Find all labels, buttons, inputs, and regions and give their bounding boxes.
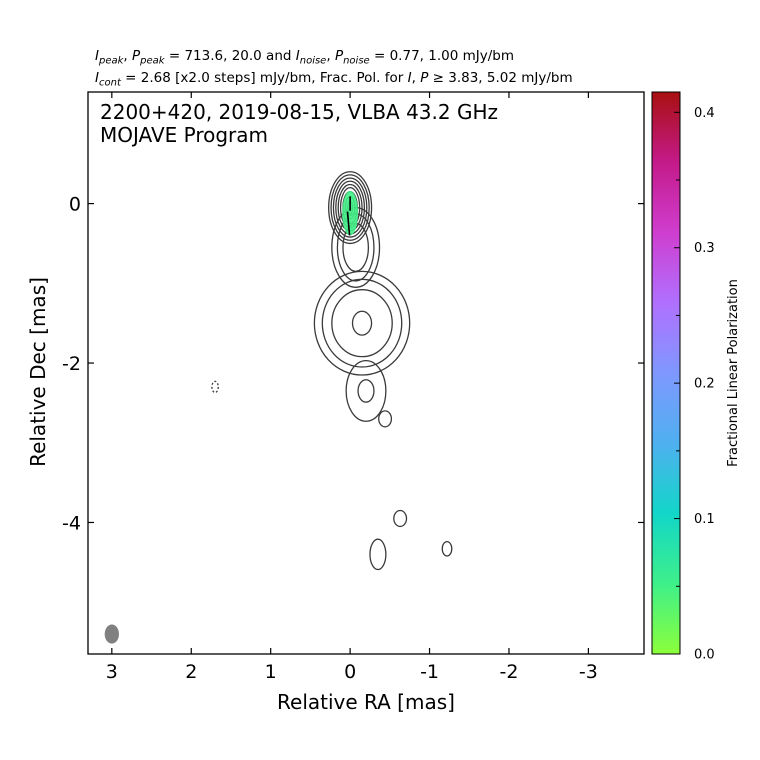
isolated-contour-3 xyxy=(369,538,387,571)
contour-component-c2-1 xyxy=(345,359,387,422)
isolated-contour-1 xyxy=(378,410,393,428)
p-noise-subscript: noise xyxy=(343,55,370,67)
i-noise-symbol: I xyxy=(295,48,300,64)
colorbar-tick-label: 0.3 xyxy=(694,241,715,256)
contour-component-c1-3 xyxy=(331,289,393,358)
peak-values: = 713.6, 20.0 and xyxy=(164,48,296,64)
x-tick-label: -1 xyxy=(420,661,439,683)
colorbar-tick-label: 0.4 xyxy=(694,106,715,121)
beam-ellipse xyxy=(104,624,119,644)
polarization-patch xyxy=(342,190,359,236)
i-symbol: I xyxy=(407,70,412,86)
source-annotation: 2200+420, 2019-08-15, VLBA 43.2 GHz xyxy=(100,100,498,124)
i-peak-symbol: I xyxy=(95,48,99,64)
x-axis-ticks: 3 2 1 0 -1 -2 -3 xyxy=(106,92,598,683)
noise-values: = 0.77, 1.00 mJy/bm xyxy=(369,48,514,64)
isolated-contour-2 xyxy=(393,509,408,528)
y-axis-title: Relative Dec [mas] xyxy=(26,277,50,467)
contour-core-3 xyxy=(332,177,368,238)
x-tick-label: -2 xyxy=(499,661,518,683)
polarization-layer xyxy=(342,190,359,236)
p-peak-symbol: P xyxy=(132,48,141,64)
p-symbol: P xyxy=(420,70,429,86)
isolated-contour-4 xyxy=(441,540,453,557)
p-peak-subscript: peak xyxy=(140,55,165,67)
contour-levels-text: = 2.68 [x2.0 steps] mJy/bm, Frac. Pol. f… xyxy=(120,70,408,86)
i-peak-subscript: peak xyxy=(98,55,124,67)
colorbar-ticks: 0.0 0.1 0.2 0.3 0.4 xyxy=(674,106,715,663)
contour-component-c1-4 xyxy=(351,310,373,336)
contour-component-c1-1 xyxy=(313,270,411,376)
i-noise-subscript: noise xyxy=(299,55,327,67)
contour-core-1 xyxy=(328,171,373,245)
program-annotation: MOJAVE Program xyxy=(100,123,268,147)
contour-component-c2-2 xyxy=(357,379,375,403)
contour-component-c1-2 xyxy=(321,278,403,368)
y-tick-label: -4 xyxy=(62,512,81,534)
x-tick-label: 0 xyxy=(344,661,356,683)
colorbar-title: Fractional Linear Polarization xyxy=(726,279,741,467)
colorbar xyxy=(651,91,681,655)
header-line-2: Icont = 2.68 [x2.0 steps] mJy/bm, Frac. … xyxy=(95,70,573,89)
x-tick-label: 3 xyxy=(106,661,118,683)
x-axis-title: Relative RA [mas] xyxy=(277,690,455,714)
colorbar-tick-label: 0.2 xyxy=(694,377,715,392)
p-noise-symbol: P xyxy=(334,48,344,64)
x-tick-label: 1 xyxy=(265,661,277,683)
plot-frame xyxy=(87,91,645,655)
y-tick-label: -2 xyxy=(62,353,81,375)
threshold-text: ≥ 3.83, 5.02 mJy/bm xyxy=(428,70,573,86)
header-line-1: Ipeak, Ppeak = 713.6, 20.0 and Inoise, P… xyxy=(95,48,514,67)
y-tick-label: 0 xyxy=(69,194,81,216)
y-axis-ticks: 0 -2 -4 xyxy=(62,194,644,534)
i-cont-symbol: I xyxy=(95,70,99,86)
i-cont-subscript: cont xyxy=(98,77,121,89)
plot-area xyxy=(88,92,644,654)
x-tick-label: -3 xyxy=(579,661,598,683)
isolated-contour-5 xyxy=(211,380,219,394)
contour-core-2 xyxy=(330,174,370,241)
evpa-vector-2 xyxy=(346,211,351,236)
colorbar-tick-label: 0.1 xyxy=(694,512,715,527)
x-tick-label: 2 xyxy=(185,661,197,683)
colorbar-tick-label: 0.0 xyxy=(694,648,715,663)
